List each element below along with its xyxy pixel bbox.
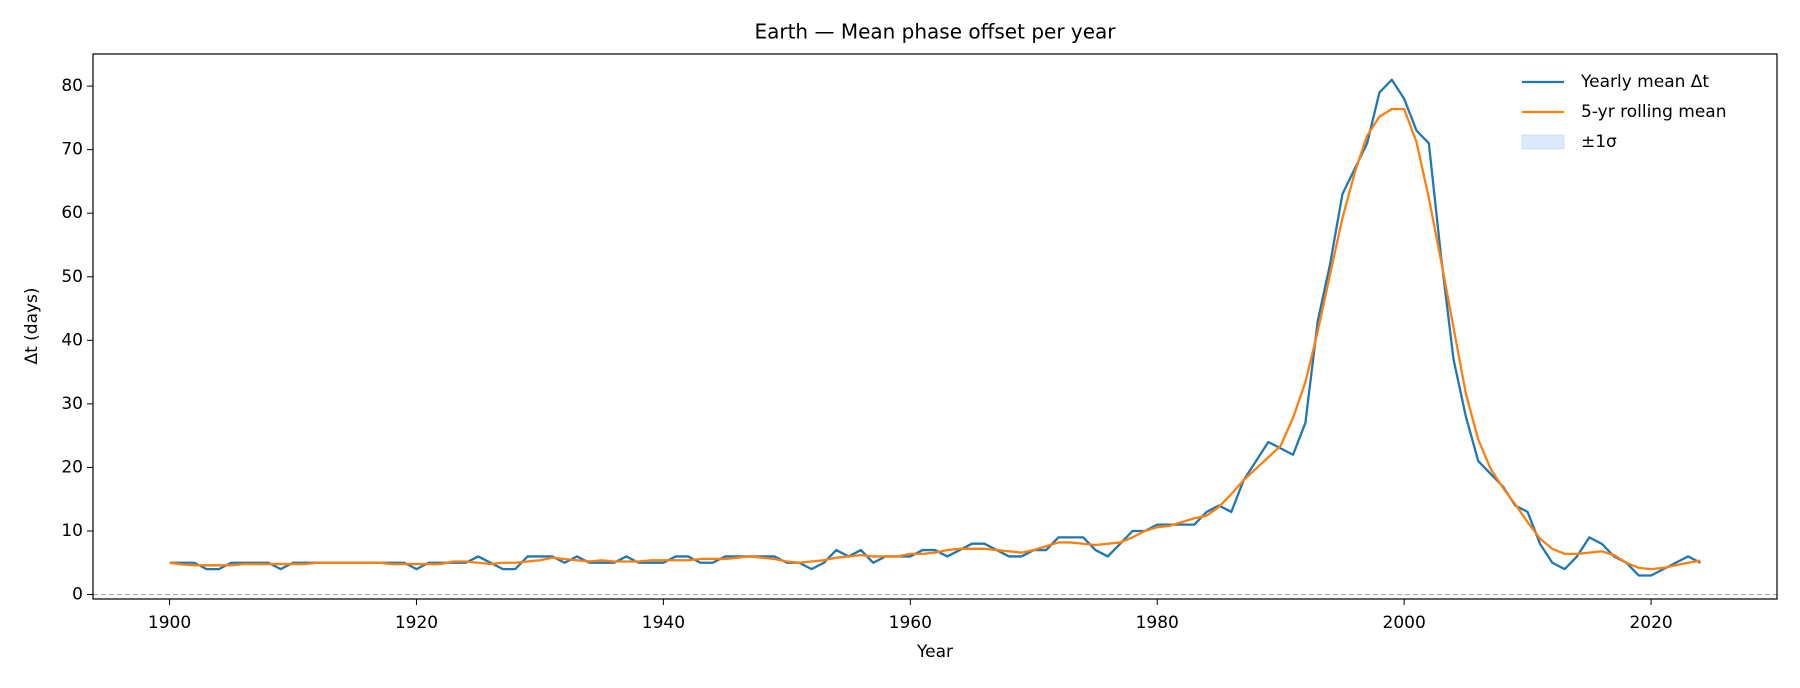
- legend: Yearly mean Δt 5-yr rolling mean ±1σ: [1521, 72, 1726, 152]
- x-tick-label: 1940: [642, 613, 685, 633]
- x-tick-label: 2000: [1383, 613, 1426, 633]
- y-tick-label: 70: [61, 140, 83, 160]
- y-tick-label: 60: [61, 203, 83, 223]
- legend-label: ±1σ: [1581, 132, 1617, 152]
- y-tick-label: 80: [61, 76, 83, 96]
- x-tick-label: 1960: [889, 613, 932, 633]
- x-tick-label: 1900: [148, 613, 191, 633]
- x-axis-label: Year: [916, 642, 953, 662]
- chart-title: Earth — Mean phase offset per year: [754, 20, 1116, 44]
- x-tick-label: 1920: [395, 613, 438, 633]
- legend-label: Yearly mean Δt: [1580, 72, 1709, 92]
- legend-swatch: [1521, 134, 1565, 150]
- y-tick-label: 20: [61, 457, 83, 477]
- y-tick-label: 30: [61, 394, 83, 414]
- y-tick-label: 40: [61, 330, 83, 350]
- y-tick-label: 0: [72, 585, 83, 605]
- y-axis-label: Δt (days): [22, 287, 42, 364]
- series-line: [169, 78, 1701, 577]
- x-tick-label: 2020: [1629, 613, 1672, 633]
- y-tick-label: 50: [61, 267, 83, 287]
- series-line: [169, 107, 1701, 571]
- legend-label: 5-yr rolling mean: [1581, 102, 1726, 122]
- plot-frame: [92, 53, 1778, 600]
- x-tick-label: 1980: [1136, 613, 1179, 633]
- y-tick-label: 10: [61, 521, 83, 541]
